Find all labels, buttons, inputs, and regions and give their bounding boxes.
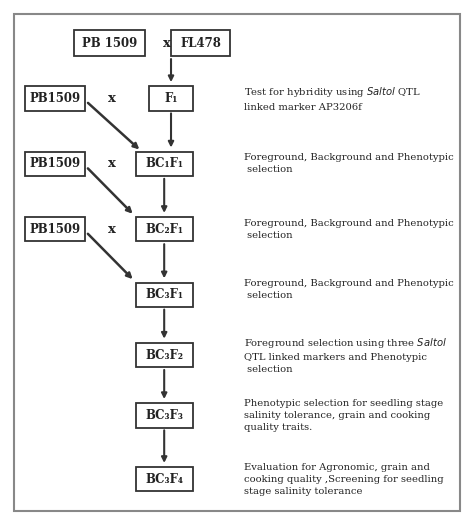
Text: PB1509: PB1509 [29, 92, 81, 105]
Bar [136, 467, 192, 492]
Text: BC₁F₁: BC₁F₁ [145, 157, 183, 170]
Bar [26, 152, 84, 176]
Bar [74, 30, 145, 56]
Bar [136, 403, 192, 428]
Bar [26, 217, 84, 242]
Text: BC₃F₁: BC₃F₁ [145, 288, 183, 301]
Text: Test for hybridity using $\it{Saltol}$ QTL
linked marker AP3206f: Test for hybridity using $\it{Saltol}$ Q… [244, 85, 420, 112]
Text: Evaluation for Agronomic, grain and
cooking quality ,Screening for seedling
stag: Evaluation for Agronomic, grain and cook… [244, 463, 444, 496]
Text: PB1509: PB1509 [29, 157, 81, 170]
Text: Foreground, Background and Phenotypic
 selection: Foreground, Background and Phenotypic se… [244, 279, 454, 300]
Bar [26, 86, 84, 111]
Text: Foreground selection using three $\it{Saltol}$
QTL linked markers and Phenotypic: Foreground selection using three $\it{Sa… [244, 336, 447, 374]
Text: BC₃F₂: BC₃F₂ [145, 348, 183, 362]
Text: BC₃F₃: BC₃F₃ [145, 409, 183, 422]
Bar [136, 217, 192, 242]
Bar [136, 152, 192, 176]
Bar [149, 86, 192, 111]
Text: F₁: F₁ [164, 92, 178, 105]
Text: x: x [108, 157, 116, 170]
Text: x: x [108, 223, 116, 236]
Text: Phenotypic selection for seedling stage
salinity tolerance, grain and cooking
qu: Phenotypic selection for seedling stage … [244, 399, 443, 432]
Text: FL478: FL478 [180, 37, 221, 50]
Text: x: x [108, 92, 116, 105]
Bar [136, 343, 192, 367]
Text: BC₃F₄: BC₃F₄ [145, 473, 183, 486]
Text: Foreground, Background and Phenotypic
 selection: Foreground, Background and Phenotypic se… [244, 154, 454, 174]
Text: BC₂F₁: BC₂F₁ [145, 223, 183, 236]
Text: Foreground, Background and Phenotypic
 selection: Foreground, Background and Phenotypic se… [244, 219, 454, 240]
Bar [136, 282, 192, 307]
Text: x: x [163, 37, 171, 50]
Text: PB 1509: PB 1509 [82, 37, 137, 50]
Text: PB1509: PB1509 [29, 223, 81, 236]
Bar [171, 30, 230, 56]
